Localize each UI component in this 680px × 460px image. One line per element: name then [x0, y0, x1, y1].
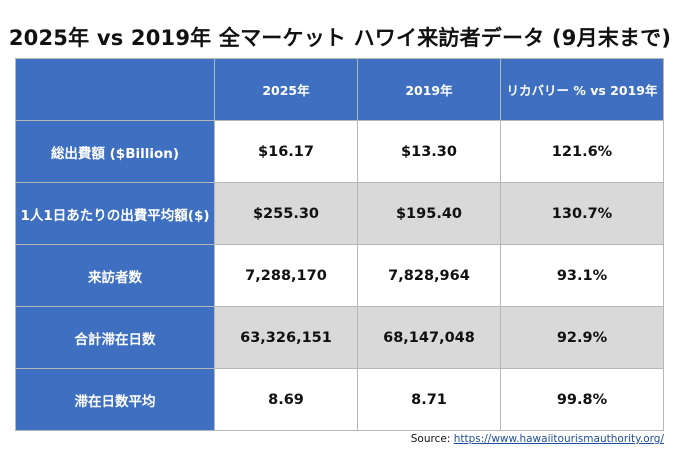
cell-2025: 8.69: [214, 368, 358, 431]
cell-recovery: 130.7%: [500, 182, 664, 245]
cell-2025: 7,288,170: [214, 244, 358, 307]
source-note: Source: https://www.hawaiitourismauthori…: [411, 433, 664, 445]
cell-2025: 63,326,151: [214, 306, 358, 369]
source-link[interactable]: https://www.hawaiitourismauthority.org/: [453, 433, 664, 445]
table-row: 合計滞在日数 63,326,151 68,147,048 92.9%: [15, 306, 664, 369]
header-recovery: リカバリー % vs 2019年: [500, 58, 664, 121]
cell-2019: 7,828,964: [357, 244, 501, 307]
cell-recovery: 93.1%: [500, 244, 664, 307]
row-label-total-stay-days: 合計滞在日数: [15, 306, 215, 369]
visitor-data-table: 2025年 2019年 リカバリー % vs 2019年 総出費額 ($Bill…: [15, 58, 664, 431]
table-row: 来訪者数 7,288,170 7,828,964 93.1%: [15, 244, 664, 307]
cell-2019: 68,147,048: [357, 306, 501, 369]
row-label-average-stay: 滞在日数平均: [15, 368, 215, 431]
cell-2019: 8.71: [357, 368, 501, 431]
cell-recovery: 99.8%: [500, 368, 664, 431]
cell-2019: $195.40: [357, 182, 501, 245]
header-corner-cell: [15, 58, 215, 121]
table-row: 1人1日あたりの出費平均額($) $255.30 $195.40 130.7%: [15, 182, 664, 245]
cell-2025: $16.17: [214, 120, 358, 183]
row-label-visitors: 来訪者数: [15, 244, 215, 307]
header-2025: 2025年: [214, 58, 358, 121]
cell-2025: $255.30: [214, 182, 358, 245]
page-title: 2025年 vs 2019年 全マーケット ハワイ来訪者データ (9月末まで): [8, 26, 672, 50]
cell-recovery: 121.6%: [500, 120, 664, 183]
source-prefix: Source:: [410, 433, 454, 445]
header-2019: 2019年: [357, 58, 501, 121]
row-label-daily-spending: 1人1日あたりの出費平均額($): [15, 182, 215, 245]
table-row: 総出費額 ($Billion) $16.17 $13.30 121.6%: [15, 120, 664, 183]
row-label-total-spending: 総出費額 ($Billion): [15, 120, 215, 183]
cell-2019: $13.30: [357, 120, 501, 183]
table-header-row: 2025年 2019年 リカバリー % vs 2019年: [15, 58, 664, 121]
table-row: 滞在日数平均 8.69 8.71 99.8%: [15, 368, 664, 431]
cell-recovery: 92.9%: [500, 306, 664, 369]
